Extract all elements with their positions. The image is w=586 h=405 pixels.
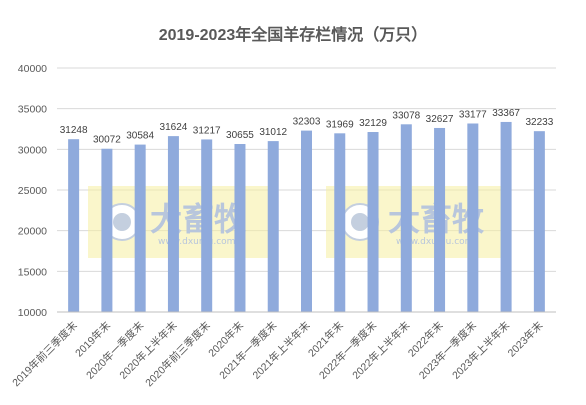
- chart-title: 2019-2023年全国羊存栏情况（万只）: [159, 25, 428, 44]
- data-label: 31012: [259, 127, 287, 138]
- data-label: 33078: [392, 110, 420, 121]
- data-label: 30072: [93, 135, 121, 146]
- y-tick-label: 30000: [18, 144, 47, 156]
- data-label: 31624: [160, 122, 188, 133]
- watermark-logo-icon-core: [113, 213, 131, 231]
- data-label: 32303: [293, 117, 321, 128]
- y-tick-label: 25000: [18, 185, 47, 197]
- bar: [467, 123, 479, 312]
- data-label: 32627: [426, 114, 454, 125]
- y-tick-label: 35000: [18, 104, 47, 116]
- data-label: 31217: [193, 125, 221, 136]
- bar: [267, 141, 279, 312]
- x-tick-label: 2023年一季度末: [416, 319, 479, 382]
- data-label: 33367: [492, 108, 520, 119]
- bar: [68, 139, 80, 312]
- bar: [400, 124, 412, 312]
- bar: [367, 132, 379, 312]
- watermark-text: 大畜牧: [150, 200, 247, 238]
- bar: [301, 130, 312, 312]
- watermark-url: www.dxumu.com: [158, 237, 235, 247]
- data-label: 33177: [459, 109, 487, 120]
- bar: [134, 144, 146, 312]
- x-tick-label: 2019年前三季度末: [9, 319, 80, 390]
- x-tick-label: 2022年上半年末: [350, 319, 413, 382]
- x-tick-label: 2022年一季度末: [316, 319, 379, 382]
- bar: [334, 133, 346, 312]
- bars: [68, 121, 545, 313]
- bar: [201, 139, 213, 312]
- y-tick-label: 15000: [18, 266, 47, 278]
- watermark-logo-icon-core: [351, 213, 369, 231]
- bar: [533, 131, 545, 312]
- bar: [234, 144, 246, 312]
- data-label: 30584: [126, 131, 154, 142]
- data-label: 32129: [359, 118, 387, 129]
- data-labels: 31248 30072 30584 31624 31217 30655 31012 32303…: [60, 108, 554, 146]
- y-tick-label: 20000: [18, 226, 47, 238]
- x-axis: 2019年前三季度末2019年末2020年一季度末2020年上半年末2020年前…: [9, 311, 556, 390]
- x-tick-label: 2023年上半年末: [449, 319, 512, 382]
- data-label: 31248: [60, 125, 88, 136]
- bar: [500, 121, 512, 313]
- x-tick-label: 2021年一季度末: [217, 319, 280, 382]
- y-axis: 10000 15000 20000 25000 30000 35000 40000: [18, 63, 47, 319]
- x-tick-label: 2020年一季度末: [83, 319, 146, 382]
- y-tick-label: 10000: [18, 307, 47, 319]
- x-tick-label: 2020年上半年末: [117, 319, 180, 382]
- bar: [167, 136, 179, 312]
- x-tick-label: 2021年上半年末: [250, 319, 313, 382]
- data-label: 31969: [326, 119, 354, 130]
- y-tick-label: 40000: [18, 63, 47, 75]
- data-label: 30655: [226, 130, 254, 141]
- bar: [434, 127, 446, 312]
- bar: [101, 148, 113, 312]
- data-label: 32233: [525, 117, 553, 128]
- x-tick-label: 2023年末: [505, 319, 546, 360]
